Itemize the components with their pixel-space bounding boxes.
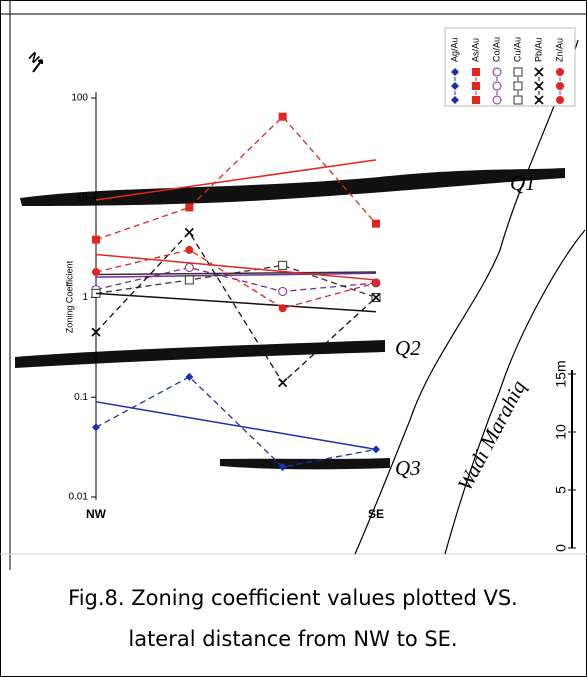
legend-label: Zn/Au [554, 38, 564, 62]
marker [372, 445, 380, 454]
vein-label: Q3 [395, 456, 421, 480]
legend-marker [513, 95, 523, 105]
trend-line [95, 272, 377, 278]
legend-marker [472, 96, 480, 104]
legend-marker [472, 68, 480, 76]
quartz-vein [220, 458, 390, 470]
trend-line [95, 292, 377, 313]
marker [184, 275, 194, 285]
marker [278, 286, 288, 296]
vein-label: Q1 [510, 171, 536, 195]
marker [91, 327, 101, 337]
marker [92, 268, 100, 277]
legend-marker [513, 81, 523, 91]
marker [371, 292, 381, 303]
legend-marker [451, 68, 459, 76]
wadi-bank [444, 229, 586, 555]
legend-marker [492, 67, 502, 77]
y-tick-label: 100 [71, 93, 88, 104]
legend-marker [492, 95, 502, 105]
wadi-bank [354, 39, 579, 555]
marker [184, 262, 194, 272]
marker [185, 203, 194, 212]
y-tick-label: 0.1 [74, 392, 88, 403]
caption: lateral distance from NW to SE. [128, 627, 457, 651]
legend-label: Ag/Au [449, 37, 459, 62]
vein-label: Q2 [395, 336, 421, 360]
scale-label: 5 [553, 486, 569, 494]
marker [372, 219, 380, 228]
wadi-label: Wadi Marahiq [452, 376, 530, 495]
marker [278, 112, 287, 121]
scale: 0 5 10 15m [553, 360, 576, 552]
legend-marker [472, 82, 480, 90]
marker [185, 245, 194, 254]
y-tick-label: 0.01 [69, 492, 89, 503]
legend-marker [556, 96, 564, 104]
legend-marker [556, 68, 564, 76]
trend-line [95, 159, 377, 201]
legend [444, 27, 576, 107]
series-line [95, 376, 377, 468]
y-tick-label: 10 [77, 192, 89, 203]
marker [278, 260, 288, 270]
marker [278, 378, 288, 388]
legend-marker [451, 96, 459, 104]
quartz-vein [15, 340, 385, 368]
x-tick-label: NW [86, 507, 107, 521]
legend-marker [534, 95, 544, 105]
legend-marker [556, 82, 564, 90]
caption: Fig.8. Zoning coefficient values plotted… [68, 586, 518, 610]
quartz-vein [20, 168, 565, 206]
scale-label: 0 [553, 544, 569, 552]
marker [278, 462, 287, 471]
y-tick-label: 1 [82, 292, 88, 303]
series-line [95, 249, 377, 309]
legend-label: Pb/Au [533, 37, 543, 62]
series-line [95, 264, 377, 299]
legend-marker [534, 81, 544, 91]
series-line [95, 115, 377, 241]
legend-marker [534, 67, 544, 77]
north-arrow [32, 59, 43, 73]
x-tick-label: SE [368, 507, 384, 521]
trend-line [95, 253, 377, 281]
marker [184, 227, 194, 237]
marker [92, 235, 100, 244]
legend-label: Co/Au [491, 37, 501, 62]
marker [372, 278, 380, 287]
y-axis-label: Zoning Coefficient [64, 260, 74, 333]
legend-marker [492, 81, 502, 91]
marker [92, 423, 100, 432]
marker [278, 304, 287, 313]
scale-label: 10 [553, 424, 569, 440]
trend-line [95, 401, 377, 451]
marker [185, 372, 194, 381]
scale-label: 15m [553, 360, 569, 387]
legend-marker [451, 82, 459, 90]
series-line [95, 231, 377, 384]
legend-label: Cu/Au [512, 37, 522, 62]
legend-label: As/Au [470, 38, 480, 62]
legend-marker [513, 67, 523, 77]
